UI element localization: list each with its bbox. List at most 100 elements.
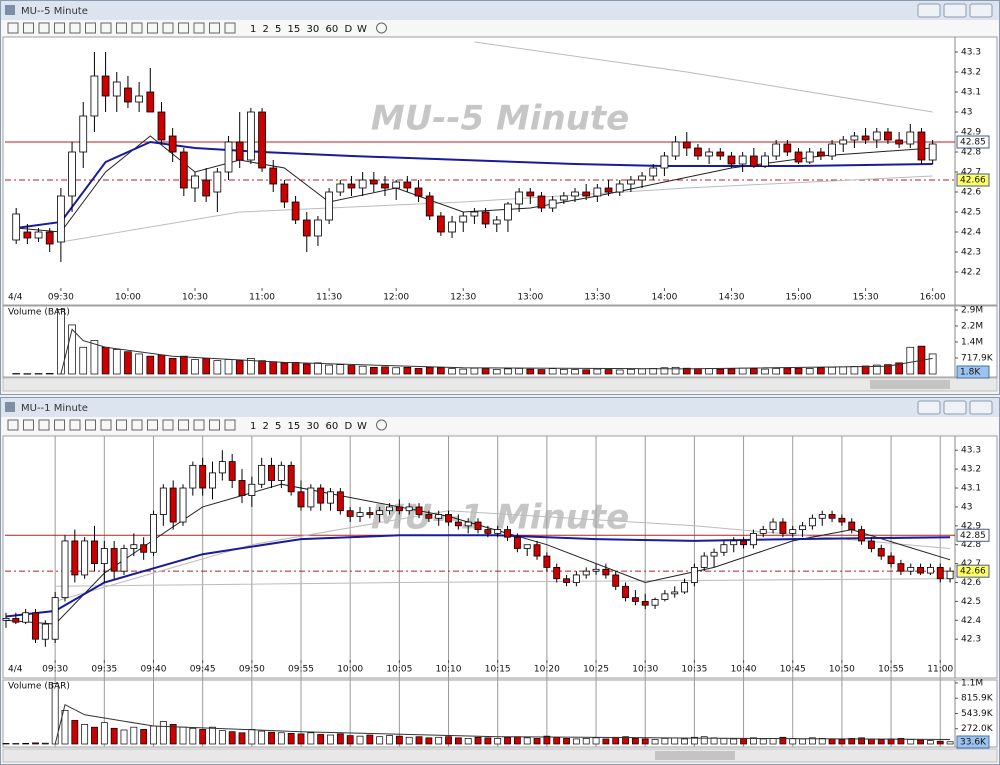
toolbar-icon[interactable] — [209, 22, 220, 34]
timeframe-button[interactable]: 1 — [250, 421, 256, 432]
timeframe-button[interactable]: 2 — [263, 24, 269, 35]
volume-bar — [235, 360, 244, 375]
timeframe-button[interactable]: D — [345, 421, 353, 432]
toolbar-icon[interactable] — [100, 22, 112, 34]
x-tick-label: 10:55 — [878, 665, 904, 675]
toolbar-icon[interactable] — [54, 22, 65, 34]
toolbar-icon[interactable] — [193, 419, 205, 431]
volume-bar — [448, 368, 456, 375]
toolbar-icon[interactable] — [147, 22, 158, 34]
window-button[interactable] — [917, 3, 941, 18]
timeframe-button[interactable]: 15 — [288, 24, 301, 35]
volume-bar — [671, 737, 679, 745]
scrollbar[interactable] — [2, 377, 998, 392]
scrollbar-thumb[interactable] — [870, 380, 950, 389]
toolbar-icon[interactable] — [178, 22, 189, 34]
volume-bar — [277, 732, 285, 745]
window-button[interactable] — [943, 3, 967, 18]
toolbar-icon[interactable] — [85, 419, 96, 431]
candle-body — [661, 593, 669, 600]
toolbar-icon[interactable] — [116, 22, 127, 34]
toolbar-icon[interactable] — [23, 419, 34, 431]
candle-body — [504, 203, 512, 221]
candle-body — [425, 195, 434, 217]
candle-body — [494, 529, 502, 534]
moving-average — [16, 140, 933, 229]
price-label-box — [956, 564, 990, 578]
timeframe-button[interactable]: 60 — [326, 421, 339, 432]
toolbar-icon[interactable] — [7, 22, 19, 34]
toolbar-icon[interactable] — [7, 419, 19, 431]
toolbar-icon[interactable] — [376, 22, 387, 34]
x-tick-label: 10:10 — [436, 665, 462, 675]
candle-body — [474, 521, 482, 531]
window-button[interactable] — [943, 400, 967, 415]
toolbar-icon[interactable] — [116, 419, 127, 431]
timeframe-button[interactable]: 5 — [275, 421, 281, 432]
toolbar-icon[interactable] — [69, 419, 81, 431]
toolbar-icon[interactable] — [38, 22, 50, 34]
candle-body — [2, 618, 10, 621]
x-tick-label: 10:15 — [485, 665, 511, 675]
x-tick-label: 14:30 — [719, 293, 745, 303]
toolbar-icon[interactable] — [376, 419, 387, 431]
volume-bar — [850, 366, 859, 375]
timeframe-button[interactable]: 15 — [288, 421, 301, 432]
candle-body — [146, 91, 155, 113]
volume-bar — [917, 739, 924, 745]
timeframe-button[interactable]: 30 — [307, 421, 320, 432]
toolbar-icon[interactable] — [85, 22, 96, 34]
timeframe-button[interactable]: D — [345, 24, 353, 35]
volume-bar — [405, 736, 413, 745]
window-button[interactable] — [969, 3, 993, 18]
timeframe-button[interactable]: W — [357, 421, 367, 432]
volume-bar — [839, 366, 848, 375]
scrollbar[interactable] — [2, 748, 998, 763]
timeframe-button[interactable]: 60 — [326, 24, 339, 35]
toolbar-icon[interactable] — [131, 22, 143, 34]
candle-body — [799, 525, 807, 531]
candle-body — [392, 181, 401, 189]
timeframe-button[interactable]: 30 — [307, 24, 320, 35]
volume-average — [54, 703, 951, 745]
volume-bar — [868, 738, 875, 745]
toolbar-icon[interactable] — [193, 22, 205, 34]
toolbar-icon[interactable] — [224, 22, 236, 34]
toolbar-icon[interactable] — [131, 419, 143, 431]
toolbar-icon[interactable] — [147, 419, 158, 431]
toolbar-icon[interactable] — [38, 419, 50, 431]
toolbar-icon[interactable] — [162, 419, 174, 431]
toolbar-icon[interactable] — [54, 419, 65, 431]
volume-bar — [2, 743, 10, 745]
y-tick-label: 272.0K — [961, 724, 994, 734]
timeframe-button[interactable]: 5 — [275, 24, 281, 35]
volume-bar — [169, 724, 177, 745]
toolbar-icon[interactable] — [178, 419, 189, 431]
toolbar-icon[interactable] — [100, 419, 112, 431]
timeframe-button[interactable]: W — [357, 24, 367, 35]
candle-body — [808, 517, 816, 527]
x-tick-label: 10:25 — [583, 665, 609, 675]
candle-body — [437, 215, 445, 233]
scrollbar-thumb[interactable] — [655, 751, 735, 760]
timeframe-button[interactable]: 2 — [263, 421, 269, 432]
toolbar-icon[interactable] — [224, 419, 236, 431]
volume-bar — [445, 736, 452, 745]
volume-bar — [268, 731, 275, 745]
last-value-box — [956, 365, 990, 379]
window-button[interactable] — [917, 400, 941, 415]
toolbar-icon[interactable] — [23, 22, 34, 34]
toolbar-icon[interactable] — [69, 22, 81, 34]
candle-body — [660, 155, 669, 169]
volume-bar — [936, 740, 944, 745]
volume-bar — [135, 353, 143, 375]
volume-bar — [224, 359, 233, 375]
volume-bar — [314, 362, 322, 375]
candle-body — [135, 95, 143, 103]
toolbar-icon[interactable] — [162, 22, 174, 34]
toolbar-icon[interactable] — [209, 419, 220, 431]
candle-body — [258, 464, 266, 485]
volume-bar — [356, 735, 364, 745]
timeframe-button[interactable]: 1 — [250, 24, 256, 35]
window-button[interactable] — [969, 400, 993, 415]
